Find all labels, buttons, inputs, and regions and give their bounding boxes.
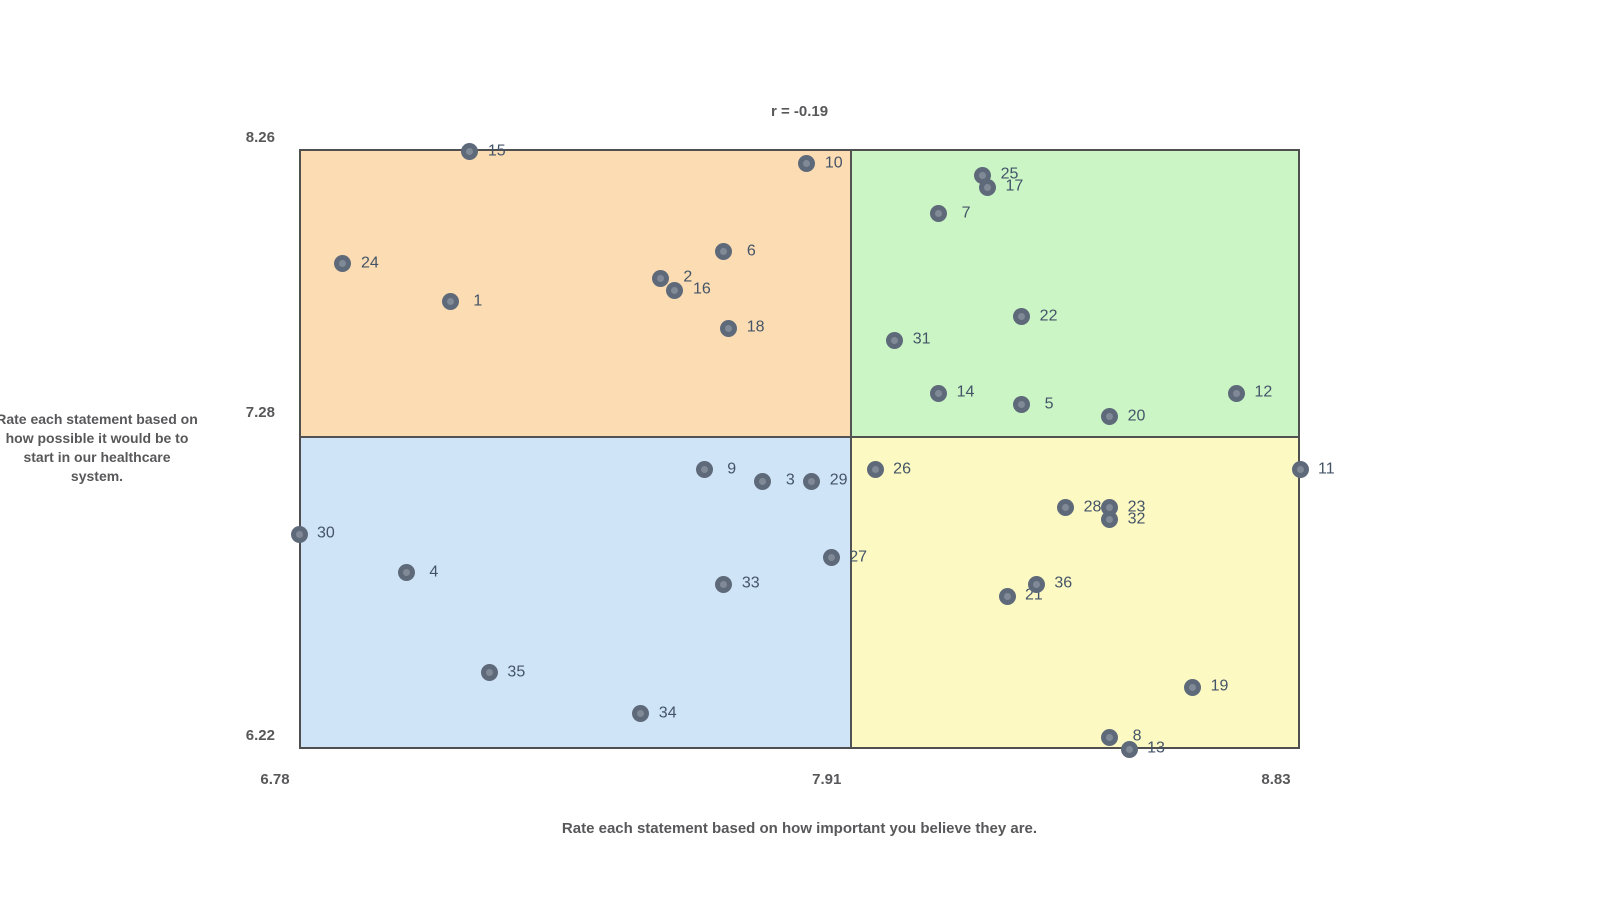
data-point-22 <box>1013 308 1031 326</box>
y-axis-label-line: Rate each statement based on <box>0 411 198 427</box>
data-point-24 <box>334 255 352 273</box>
point-label-15: 15 <box>487 142 506 160</box>
y-axis-label-line: system. <box>70 468 124 484</box>
point-label-22: 22 <box>1039 307 1058 325</box>
point-label-2: 2 <box>683 269 693 287</box>
point-label-10: 10 <box>824 154 843 172</box>
point-label-14: 14 <box>956 383 975 401</box>
quadrant-top-left <box>301 151 851 438</box>
data-point-3 <box>754 472 772 490</box>
point-label-8: 8 <box>1132 727 1142 745</box>
data-point-30 <box>290 525 308 543</box>
y-axis-label: Rate each statement based on how possible… <box>0 410 212 486</box>
point-label-30: 30 <box>317 524 335 542</box>
quadrant-top-right <box>850 151 1298 438</box>
quadrant-divider-vertical <box>849 151 852 747</box>
data-point-26 <box>866 461 884 479</box>
point-label-29: 29 <box>829 471 848 489</box>
point-label-23: 23 <box>1127 498 1146 516</box>
y-axis-label-line: how possible it would be to <box>5 430 189 446</box>
data-point-35 <box>480 664 498 682</box>
point-label-16: 16 <box>692 280 711 298</box>
point-label-12: 12 <box>1254 383 1273 401</box>
point-label-28: 28 <box>1083 498 1102 516</box>
data-point-25 <box>974 166 992 184</box>
data-point-21 <box>998 587 1016 605</box>
y-tick-label: 8.26 <box>245 129 275 146</box>
y-axis-label-line: start in our healthcare <box>23 449 171 465</box>
point-label-7: 7 <box>961 204 971 222</box>
point-label-27: 27 <box>849 548 868 566</box>
data-point-13 <box>1120 740 1138 758</box>
data-point-5 <box>1013 396 1031 414</box>
x-tick-label: 8.83 <box>1261 771 1291 788</box>
point-label-34: 34 <box>658 704 677 722</box>
data-point-31 <box>886 331 904 349</box>
data-point-16 <box>666 281 684 299</box>
data-point-6 <box>715 243 733 261</box>
data-point-33 <box>715 575 733 593</box>
data-point-32 <box>1101 511 1119 529</box>
y-tick-label: 6.22 <box>245 727 275 744</box>
data-point-12 <box>1228 384 1246 402</box>
point-label-6: 6 <box>746 242 756 260</box>
data-point-11 <box>1291 461 1309 479</box>
x-axis-label: Rate each statement based on how importa… <box>561 820 1038 837</box>
data-point-27 <box>822 549 840 567</box>
point-label-25: 25 <box>1000 166 1019 184</box>
quadrant-divider-horizontal <box>301 436 1298 439</box>
chart-title: r = -0.19 <box>770 103 829 120</box>
point-label-36: 36 <box>1054 574 1073 592</box>
quadrant-bottom-right <box>850 437 1298 747</box>
point-label-13: 13 <box>1147 739 1165 757</box>
y-tick-label: 7.28 <box>245 404 275 421</box>
data-point-9 <box>695 461 713 479</box>
point-label-35: 35 <box>507 663 526 681</box>
point-label-9: 9 <box>727 460 737 478</box>
point-label-31: 31 <box>912 330 931 348</box>
data-point-7 <box>930 205 948 223</box>
x-tick-label: 7.91 <box>812 771 842 788</box>
plot-area <box>299 149 1300 749</box>
point-label-19: 19 <box>1210 677 1229 695</box>
point-label-3: 3 <box>785 471 795 489</box>
data-point-14 <box>930 384 948 402</box>
data-point-1 <box>441 293 459 311</box>
point-label-1: 1 <box>473 292 483 310</box>
data-point-28 <box>1057 499 1075 517</box>
point-label-4: 4 <box>429 563 439 581</box>
point-label-18: 18 <box>746 319 765 337</box>
data-point-34 <box>632 705 650 723</box>
point-label-26: 26 <box>893 460 911 478</box>
data-point-36 <box>1027 575 1045 593</box>
point-label-11: 11 <box>1318 460 1335 478</box>
data-point-10 <box>798 155 816 173</box>
x-tick-label: 6.78 <box>260 771 290 788</box>
point-label-5: 5 <box>1044 395 1054 413</box>
data-point-4 <box>397 564 415 582</box>
point-label-33: 33 <box>741 574 760 592</box>
point-label-20: 20 <box>1127 407 1146 425</box>
data-point-18 <box>720 319 738 337</box>
data-point-19 <box>1184 678 1202 696</box>
data-point-29 <box>803 472 821 490</box>
data-point-20 <box>1101 408 1119 426</box>
point-label-17: 17 <box>1005 177 1024 195</box>
data-point-2 <box>651 269 669 287</box>
data-point-8 <box>1101 728 1119 746</box>
data-point-15 <box>461 143 479 161</box>
point-label-32: 32 <box>1127 510 1146 528</box>
point-label-24: 24 <box>360 254 379 272</box>
